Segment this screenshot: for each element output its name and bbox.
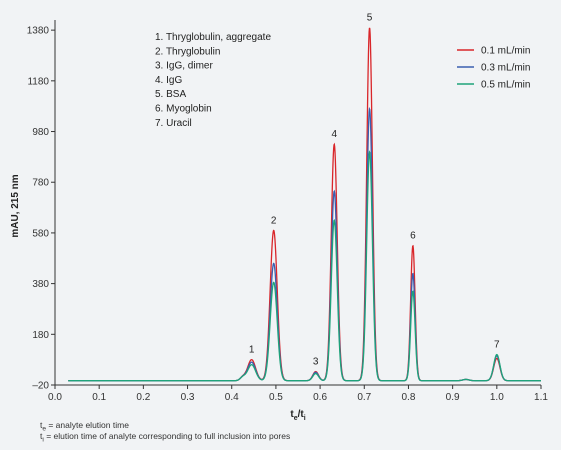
peak-label: 5 — [367, 13, 373, 24]
compound-item: 2. Thryglobulin — [155, 46, 220, 57]
series-layer — [68, 27, 541, 382]
peak-labels: 1 2 3 4 5 6 7 — [249, 13, 500, 368]
legend-label: 0.5 mL/min — [481, 80, 530, 91]
x-tick-label: 0.9 — [446, 392, 460, 403]
y-tick-label: 1380 — [27, 26, 50, 37]
series-line-3 — [68, 150, 541, 382]
compound-item: 4. IgG — [155, 75, 182, 86]
legend-label: 0.1 mL/min — [481, 46, 530, 57]
series-line-1 — [68, 27, 541, 382]
compound-item: 1. Thryglobulin, aggregate — [155, 32, 271, 43]
y-tick-label: –20 — [32, 381, 49, 392]
y-tick-label: 780 — [32, 178, 49, 189]
x-tick-label: 0.4 — [225, 392, 239, 403]
peak-label: 2 — [271, 215, 277, 226]
x-axis-label: te/ti — [290, 409, 305, 422]
legend-label: 0.3 mL/min — [481, 63, 530, 74]
x-tick-label: 0.5 — [269, 392, 283, 403]
x-tick-label: 0.7 — [357, 392, 371, 403]
x-tick-label: 0.3 — [181, 392, 195, 403]
x-tick-label: 0.0 — [48, 392, 62, 403]
legend: 0.1 mL/min 0.3 mL/min 0.5 mL/min — [457, 46, 530, 91]
compound-item: 3. IgG, dimer — [155, 61, 213, 72]
peak-label: 7 — [494, 340, 500, 351]
footnote-te: te = analyte elution time — [40, 420, 129, 433]
peak-label: 1 — [249, 345, 255, 356]
compound-item: 5. BSA — [155, 89, 186, 100]
footnote-ti: ti = elution time of analyte correspondi… — [40, 431, 291, 444]
peak-label: 6 — [410, 231, 416, 242]
axes: 0.0 0.1 0.2 0.3 0.4 0.5 0.6 0.7 0.8 0.9 1.0 1.1 –20 1… — [27, 20, 548, 403]
x-tick-label: 0.1 — [92, 392, 106, 403]
peak-label: 3 — [313, 357, 319, 368]
compound-list: 1. Thryglobulin, aggregate 2. Thryglobuli… — [155, 32, 271, 129]
x-tick-label: 1.0 — [490, 392, 504, 403]
series-line-2 — [68, 106, 541, 382]
y-tick-label: 180 — [32, 330, 49, 341]
x-tick-label: 0.8 — [402, 392, 416, 403]
compound-item: 6. Myoglobin — [155, 104, 212, 115]
x-tick-label: 0.2 — [136, 392, 150, 403]
y-tick-label: 980 — [32, 127, 49, 138]
y-tick-label: 1180 — [27, 76, 49, 87]
y-tick-label: 380 — [32, 279, 49, 290]
x-tick-label: 0.6 — [313, 392, 327, 403]
y-tick-label: 580 — [32, 228, 49, 239]
x-tick-label: 1.1 — [534, 392, 548, 403]
compound-item: 7. Uracil — [155, 118, 192, 129]
y-axis-label: mAU, 215 nm — [10, 174, 21, 237]
peak-label: 4 — [331, 129, 337, 140]
